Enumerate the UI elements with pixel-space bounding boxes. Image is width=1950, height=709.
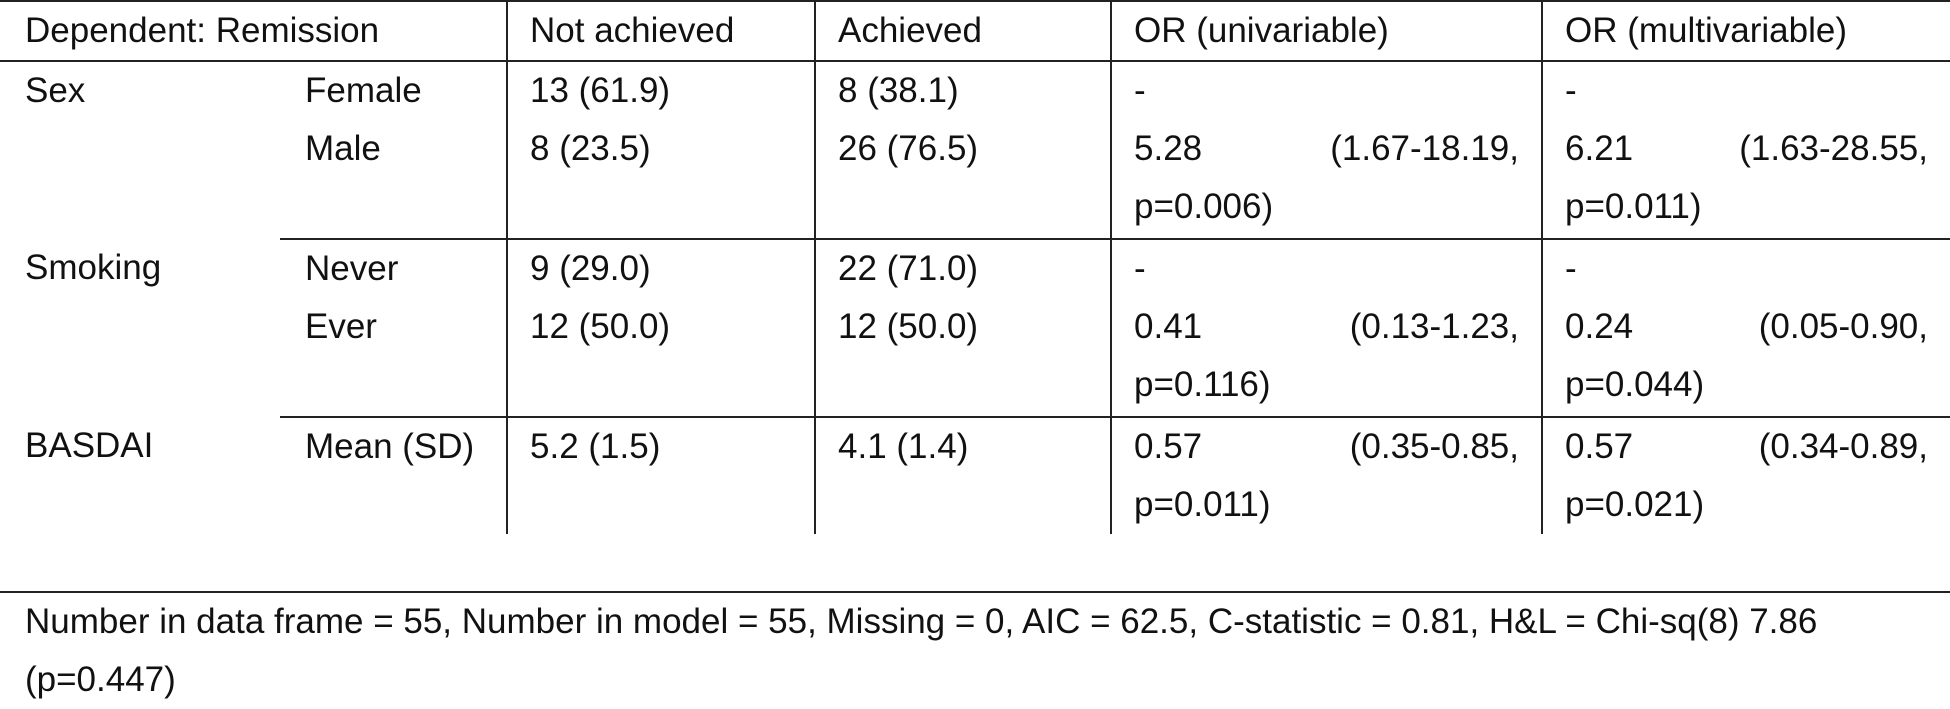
value-cell: 13 (61.9): [506, 61, 815, 120]
value-cell: 0.57 (0.35-0.85, p=0.011): [1110, 417, 1542, 534]
results-table: Dependent: Remission Not achieved Achieved…: [0, 0, 1950, 534]
header-cell: Achieved: [814, 0, 1111, 62]
value-cell: 5.28 (1.67-18.19, p=0.006): [1110, 120, 1542, 240]
group-label: Sex: [25, 71, 86, 110]
table-row: Male 8 (23.5) 26 (76.5) 5.28 (1.67-18.19, p…: [0, 120, 1950, 240]
value-cell: 0.41 (0.13-1.23, p=0.116): [1110, 298, 1542, 418]
value-cell: -: [1541, 61, 1950, 120]
table-row: Sex Female 13 (61.9) 8 (38.1) - -: [0, 61, 1950, 120]
value-cell: 12 (50.0): [506, 298, 815, 418]
value-cell: 22 (71.0): [814, 239, 1111, 298]
level-cell: Ever: [280, 298, 507, 418]
table-body: Dependent: Remission Not achieved Achieved…: [0, 0, 1950, 534]
value-cell: -: [1110, 61, 1542, 120]
group-label: BASDAI: [25, 426, 154, 465]
value-cell: 6.21 (1.63-28.55, p=0.011): [1541, 120, 1950, 240]
value-cell: 8 (23.5): [506, 120, 815, 240]
footer-note: Number in data frame = 55, Number in mod…: [0, 591, 1950, 709]
table-row: Ever 12 (50.0) 12 (50.0) 0.41 (0.13-1.23, p…: [0, 298, 1950, 418]
header-row: Dependent: Remission Not achieved Achieved…: [0, 0, 1950, 62]
value-cell: -: [1541, 239, 1950, 298]
table-row: Smoking Never 9 (29.0) 22 (71.0) - -: [0, 239, 1950, 298]
level-cell: Male: [280, 120, 507, 240]
table-row: BASDAI Mean (SD) 5.2 (1.5) 4.1 (1.4) 0.57 (0…: [0, 417, 1950, 534]
header-cell: OR (univariable): [1110, 0, 1542, 62]
level-cell: Never: [305, 249, 399, 288]
header-cell: Dependent: Remission: [0, 0, 507, 62]
header-cell: OR (multivariable): [1541, 0, 1950, 62]
value-cell: -: [1110, 239, 1542, 298]
value-cell: 9 (29.0): [506, 239, 815, 298]
level-cell: Female: [305, 71, 422, 110]
value-cell: 5.2 (1.5): [506, 417, 815, 534]
level-cell: Mean (SD): [305, 427, 475, 466]
header-cell: Not achieved: [506, 0, 815, 62]
value-cell: 26 (76.5): [814, 120, 1111, 240]
value-cell: 4.1 (1.4): [814, 417, 1111, 534]
group-label: Smoking: [25, 248, 162, 287]
value-cell: 8 (38.1): [814, 61, 1111, 120]
value-cell: 12 (50.0): [814, 298, 1111, 418]
value-cell: 0.24 (0.05-0.90, p=0.044): [1541, 298, 1950, 418]
value-cell: 0.57 (0.34-0.89, p=0.021): [1541, 417, 1950, 534]
